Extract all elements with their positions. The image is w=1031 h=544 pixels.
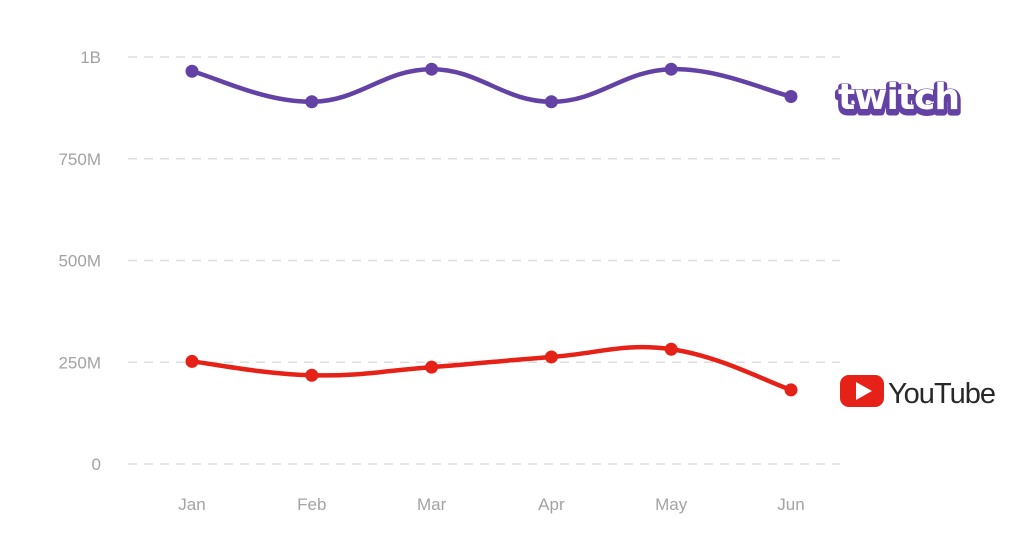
x-tick-label: Jun xyxy=(777,495,804,514)
data-point-youtube-feb xyxy=(305,368,319,382)
data-point-twitch-jan xyxy=(185,64,199,78)
twitch-logo: twitch twitch xyxy=(835,77,964,125)
y-axis-ticks: 0 250M 500M 750M 1B xyxy=(58,48,101,474)
data-point-twitch-mar xyxy=(425,62,439,76)
twitch-logo-text: twitch xyxy=(838,77,959,118)
data-point-youtube-jun xyxy=(784,383,798,397)
data-point-twitch-may xyxy=(664,62,678,76)
series-line-youtube xyxy=(189,344,794,393)
x-axis-ticks: Jan Feb Mar Apr May Jun xyxy=(178,495,804,514)
x-tick-label: Mar xyxy=(417,495,447,514)
youtube-logo: YouTube xyxy=(840,375,996,410)
data-point-youtube-may xyxy=(664,342,678,356)
data-point-twitch-apr xyxy=(544,95,558,109)
youtube-logo-text: YouTube xyxy=(888,378,995,410)
grid-lines xyxy=(128,56,840,465)
data-point-twitch-feb xyxy=(305,95,319,109)
x-tick-label: Jan xyxy=(178,495,205,514)
data-point-twitch-jun xyxy=(784,89,798,103)
twitch-logo-outline: twitch xyxy=(838,80,959,121)
x-tick-label: Apr xyxy=(538,495,565,514)
y-tick-label: 250M xyxy=(58,353,101,372)
data-point-youtube-apr xyxy=(544,350,558,364)
x-tick-label: Feb xyxy=(297,495,326,514)
y-tick-label: 0 xyxy=(92,455,101,474)
series-group xyxy=(185,62,798,397)
data-point-youtube-mar xyxy=(425,360,439,374)
data-point-youtube-jan xyxy=(185,354,199,368)
y-tick-label: 500M xyxy=(58,252,101,271)
y-tick-label: 750M xyxy=(58,150,101,169)
x-tick-label: May xyxy=(655,495,688,514)
youtube-play-triangle-icon xyxy=(856,382,872,400)
y-tick-label: 1B xyxy=(80,48,101,67)
series-line-twitch xyxy=(189,66,794,105)
